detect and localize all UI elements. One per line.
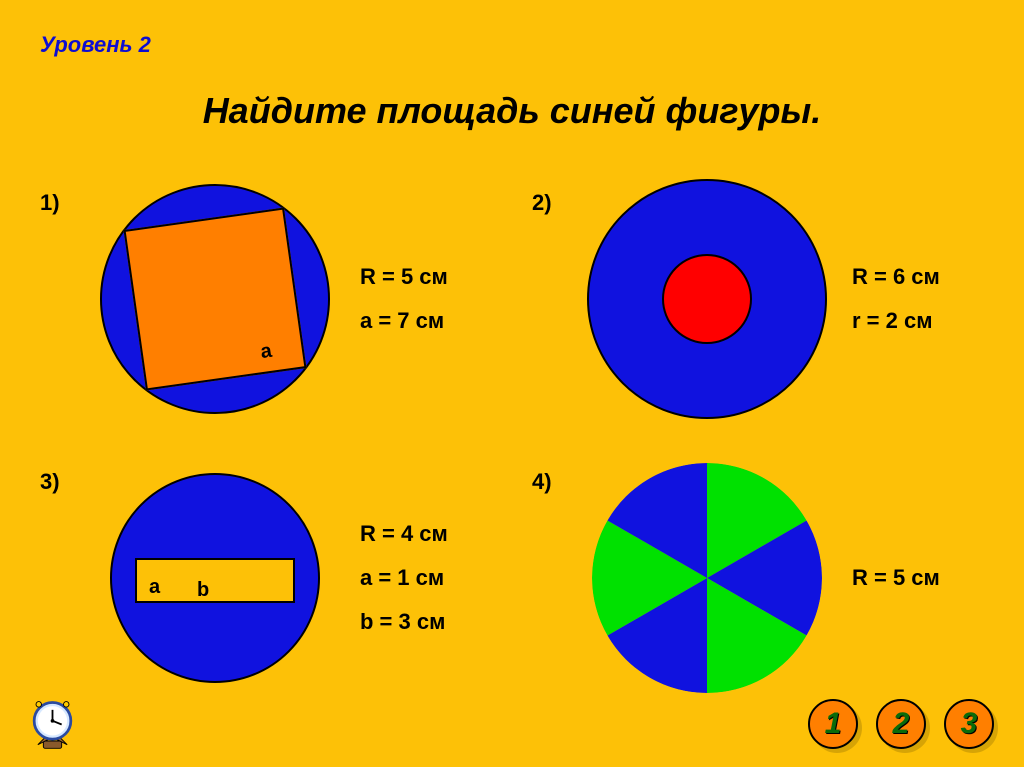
p1-param-R: R = 5 см (360, 255, 448, 299)
problems-grid: 1) a R = 5 см a = 7 см 2) R = 6 см r = 2… (40, 170, 984, 707)
problem-2-params: R = 6 см r = 2 см (852, 255, 940, 343)
problem-4: 4) R = 5 см (532, 449, 984, 708)
nav-button-2[interactable]: 2 (876, 699, 926, 749)
nav-buttons: 1 2 3 (808, 699, 994, 749)
nav-button-3[interactable]: 3 (944, 699, 994, 749)
p2-param-r: r = 2 см (852, 299, 940, 343)
p3-param-b: b = 3 см (360, 600, 448, 644)
p3-label-b: b (197, 579, 209, 602)
page-title: Найдите площадь синей фигуры. (0, 90, 1024, 132)
p4-param-R: R = 5 см (852, 556, 940, 600)
problem-3-figure: a b (90, 453, 340, 703)
p2-inner-circle (662, 254, 752, 344)
problem-2: 2) R = 6 см r = 2 см (532, 170, 984, 429)
p2-param-R: R = 6 см (852, 255, 940, 299)
p3-label-a: a (149, 576, 160, 599)
p3-rectangle-hole: a b (135, 558, 295, 603)
nav-button-1[interactable]: 1 (808, 699, 858, 749)
problem-1-figure: a (90, 174, 340, 424)
p3-param-R: R = 4 см (360, 512, 448, 556)
clock-icon (25, 697, 80, 752)
problem-2-figure (582, 174, 832, 424)
p1-label-a: a (259, 340, 273, 364)
level-label: Уровень 2 (40, 32, 151, 58)
problem-1-number: 1) (40, 190, 60, 216)
p1-inscribed-square: a (124, 208, 307, 391)
problem-4-number: 4) (532, 469, 552, 495)
problem-1-params: R = 5 см a = 7 см (360, 255, 448, 343)
problem-2-number: 2) (532, 190, 552, 216)
problem-1: 1) a R = 5 см a = 7 см (40, 170, 492, 429)
p4-pie-svg (592, 463, 822, 693)
problem-3-params: R = 4 см a = 1 см b = 3 см (360, 512, 448, 644)
p1-param-a: a = 7 см (360, 299, 448, 343)
problem-4-figure (582, 453, 832, 703)
p3-param-a: a = 1 см (360, 556, 448, 600)
problem-4-params: R = 5 см (852, 556, 940, 600)
p4-pie-chart (592, 463, 822, 693)
problem-3: 3) a b R = 4 см a = 1 см b = 3 см (40, 449, 492, 708)
problem-3-number: 3) (40, 469, 60, 495)
